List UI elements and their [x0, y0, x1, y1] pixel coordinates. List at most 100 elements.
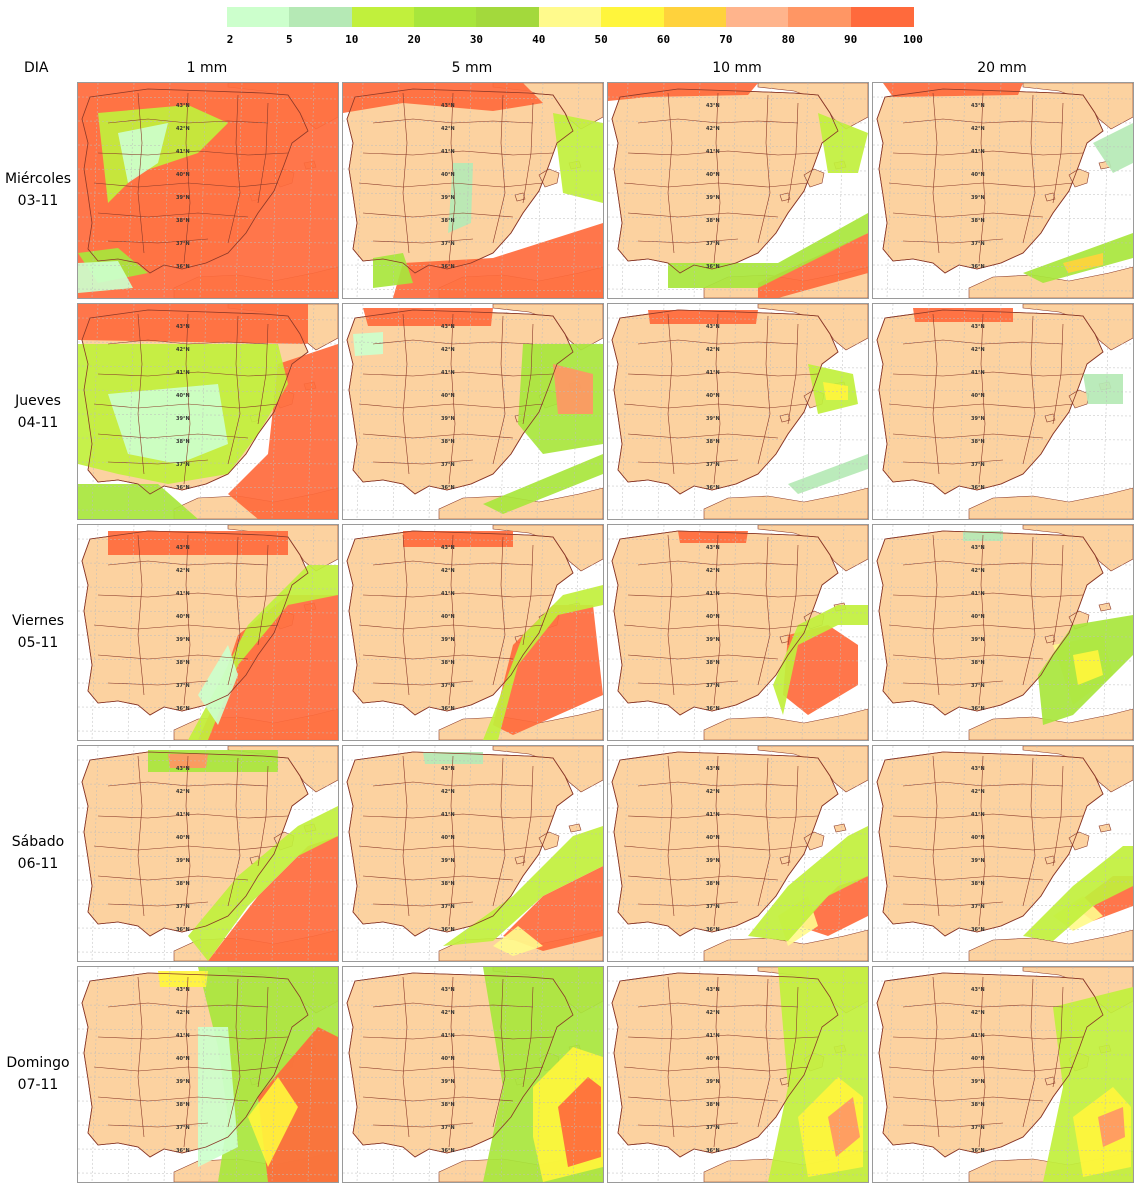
province-border	[492, 757, 506, 907]
graticule-line	[78, 1052, 338, 1056]
precipitation-area	[748, 826, 868, 941]
precipitation-map: 43°N 42°N 41°N 40°N 39°N 38°N 37°N 36°N	[343, 83, 603, 298]
latitude-label: 40°N	[176, 1056, 190, 1062]
graticule-line	[873, 951, 1133, 955]
province-border	[1022, 536, 1036, 686]
latitude-label: 41°N	[971, 370, 985, 376]
province-border	[902, 1122, 1004, 1128]
latitude-label: 41°N	[971, 812, 985, 818]
latitude-label: 43°N	[706, 987, 720, 993]
latitude-label: 41°N	[441, 591, 455, 597]
graticule-line	[608, 879, 868, 883]
precipitation-map: 43°N 42°N 41°N 40°N 39°N 38°N 37°N 36°N	[343, 746, 603, 961]
latitude-label: 38°N	[176, 218, 190, 224]
precipitation-area	[493, 926, 543, 956]
land-area	[492, 746, 603, 793]
latitude-label: 41°N	[176, 812, 190, 818]
graticule-line	[608, 317, 868, 321]
province-border	[107, 781, 269, 787]
province-border	[1052, 102, 1064, 204]
graticule-line	[343, 96, 603, 100]
graticule-line	[873, 96, 1133, 100]
province-border	[93, 403, 279, 409]
latitude-label: 42°N	[971, 789, 985, 795]
graticule-line	[343, 413, 603, 417]
province-border	[892, 150, 1084, 156]
latitude-label: 36°N	[971, 927, 985, 933]
latitude-label: 39°N	[176, 416, 190, 422]
province-border	[362, 813, 554, 819]
map-panel-r2-c4: 43°N 42°N 41°N 40°N 39°N 38°N 37°N 36°N	[872, 303, 1134, 520]
precipitation-area	[608, 83, 758, 101]
land-area	[1022, 746, 1133, 793]
province-border	[257, 986, 269, 1088]
precipitation-area	[558, 1077, 601, 1167]
latitude-label: 38°N	[176, 881, 190, 887]
latitude-label: 41°N	[706, 149, 720, 155]
latitude-label: 42°N	[176, 1010, 190, 1016]
land-area	[757, 525, 868, 572]
latitude-label: 37°N	[971, 241, 985, 247]
land-area	[227, 525, 338, 572]
graticule-line	[343, 509, 603, 513]
latitude-label: 39°N	[441, 416, 455, 422]
province-border	[227, 94, 241, 244]
balearic-island	[1044, 413, 1056, 423]
province-border	[362, 654, 514, 660]
graticule-line	[873, 341, 1133, 345]
province-border	[627, 592, 819, 598]
latitude-label: 38°N	[441, 439, 455, 445]
graticule-line	[78, 1148, 338, 1152]
latitude-label: 36°N	[441, 927, 455, 933]
latitude-label: 40°N	[971, 1056, 985, 1062]
province-border	[932, 976, 940, 1138]
graticule-line	[608, 168, 868, 172]
graticule-line	[608, 1124, 868, 1128]
graticule-line	[608, 216, 868, 220]
latitude-label: 36°N	[176, 485, 190, 491]
latitude-label: 41°N	[706, 591, 720, 597]
province-border	[1052, 765, 1064, 867]
province-border	[372, 901, 474, 907]
province-border	[402, 534, 410, 696]
graticule-line	[608, 413, 868, 417]
province-border	[402, 313, 410, 475]
latitude-label: 39°N	[706, 416, 720, 422]
graticule-line	[343, 759, 603, 763]
province-border	[787, 323, 799, 425]
province-border	[107, 1122, 209, 1128]
precipitation-area	[1023, 846, 1133, 941]
graticule-line	[78, 951, 338, 955]
province-border	[227, 978, 241, 1128]
province-border	[892, 654, 1044, 660]
graticule-line	[343, 682, 603, 686]
latitude-label: 41°N	[706, 370, 720, 376]
province-border	[107, 560, 269, 566]
map-panel-r2-c1: 43°N 42°N 41°N 40°N 39°N 38°N 37°N 36°N	[77, 303, 339, 520]
province-border	[757, 757, 771, 907]
precipitation-area	[248, 1077, 298, 1167]
precipitation-area	[483, 454, 603, 514]
latitude-label: 38°N	[176, 1102, 190, 1108]
latitude-label: 43°N	[176, 987, 190, 993]
graticule-line	[78, 509, 338, 513]
graticule-line	[873, 1172, 1133, 1176]
latitude-label: 43°N	[971, 766, 985, 772]
latitude-label: 42°N	[971, 1010, 985, 1016]
land-area	[1022, 83, 1133, 130]
precipitation-area	[403, 531, 513, 547]
province-border	[787, 986, 799, 1088]
coastline	[611, 972, 839, 1158]
latitude-label: 39°N	[971, 416, 985, 422]
latitude-label: 40°N	[971, 614, 985, 620]
graticule-line	[873, 831, 1133, 835]
province-border	[627, 433, 779, 439]
province-border	[637, 1002, 799, 1008]
row-day-name: Viernes	[11, 613, 65, 629]
latitude-label: 43°N	[706, 324, 720, 330]
row-date: 03-11	[17, 193, 59, 209]
province-border	[1022, 94, 1036, 244]
latitude-label: 43°N	[441, 766, 455, 772]
graticule-line	[78, 144, 338, 148]
province-border	[978, 534, 986, 706]
